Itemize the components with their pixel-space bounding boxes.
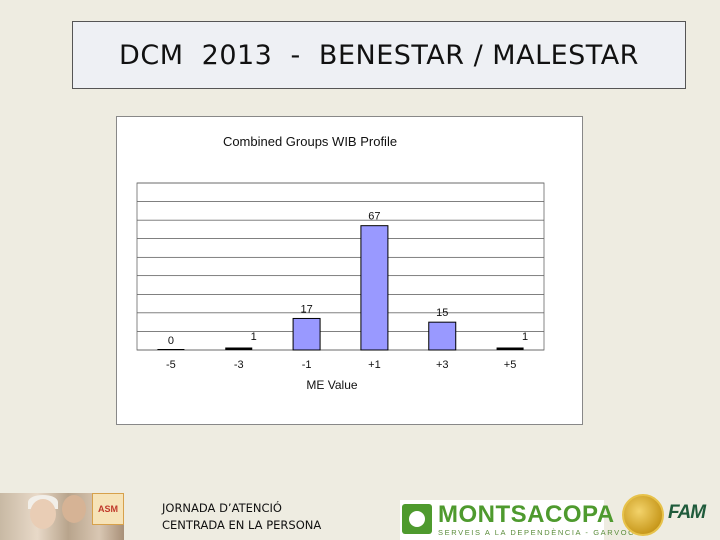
footer-line-1: JORNADA D’ATENCIÓ (162, 501, 282, 515)
slide-title-box: DCM 2013 - BENESTAR / MALESTAR (72, 21, 686, 89)
chart-x-tick-labels: -5 -3 -1 +1 +3 +5 (166, 359, 516, 371)
chart-title: Combined Groups WIB Profile (223, 134, 397, 149)
x-tick-label-+1: +1 (368, 359, 381, 371)
bar-chart: Combined Groups WIB Profile 0 1 17 67 15 1 -5… (136, 134, 545, 392)
bar--1 (292, 317, 321, 351)
x-tick-label-+3: +3 (436, 359, 449, 371)
bar--5 (157, 349, 185, 350)
bar-+5 (496, 347, 524, 350)
quality-seal-icon (622, 494, 664, 536)
photo-face-right (62, 495, 86, 523)
x-tick-label--1: -1 (302, 359, 312, 371)
bar-+1 (360, 225, 389, 351)
chart-panel: Combined Groups WIB Profile 0 1 17 67 15 1 -5… (116, 116, 583, 425)
data-label-+1: 67 (368, 211, 380, 223)
slide-title: DCM 2013 - BENESTAR / MALESTAR (119, 39, 639, 71)
data-label--5: 0 (168, 335, 174, 347)
montsacopa-subtitle: SERVEIS A LA DEPENDÈNCIA - GARVOC (438, 528, 636, 537)
x-tick-label--5: -5 (166, 359, 176, 371)
photo-face-left (30, 499, 56, 529)
x-tick-label--3: -3 (234, 359, 244, 371)
bar-+3 (428, 321, 457, 351)
fam-logo: FAM (668, 502, 720, 540)
chart-data-labels: 0 1 17 67 15 1 (168, 211, 528, 347)
montsacopa-logo: MONTSACOPA SERVEIS A LA DEPENDÈNCIA - GA… (400, 500, 634, 540)
chart-bars (157, 225, 524, 351)
asm-logo-text: ASM (98, 504, 118, 514)
x-tick-label-+5: +5 (504, 359, 517, 371)
data-label--3: 1 (251, 331, 257, 343)
plot-area-frame (136, 182, 545, 351)
data-label--1: 17 (300, 303, 312, 315)
x-axis-label: ME Value (306, 378, 357, 392)
montsacopa-mark-icon (402, 504, 432, 534)
footer-line-2: CENTRADA EN LA PERSONA (162, 518, 322, 532)
montsacopa-name: MONTSACOPA (438, 501, 615, 528)
footer-event-text: JORNADA D’ATENCIÓ CENTRADA EN LA PERSONA (162, 500, 362, 534)
data-label-+5: 1 (522, 331, 528, 343)
bar--3 (225, 347, 253, 350)
asm-logo: ASM (92, 493, 124, 525)
data-label-+3: 15 (436, 307, 448, 319)
fam-logo-text: FAM (668, 502, 706, 523)
chart-gridlines (136, 182, 545, 351)
